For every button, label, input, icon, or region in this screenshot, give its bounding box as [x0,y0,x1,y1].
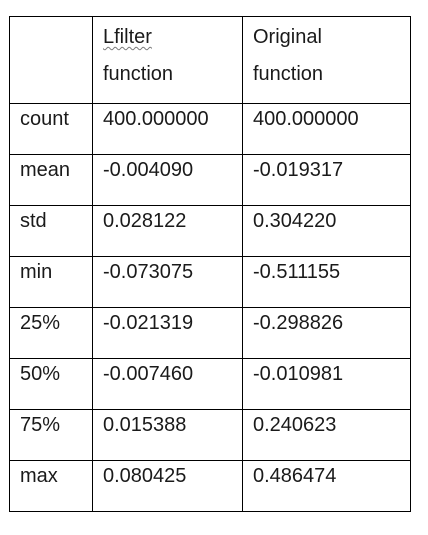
original-value: -0.511155 [243,257,411,308]
statistics-table: Lfilter function Original function count… [9,16,411,512]
lfilter-value: 0.080425 [93,461,243,512]
original-value: -0.019317 [243,155,411,206]
original-value: -0.010981 [243,359,411,410]
header-original-line2: function [253,56,410,93]
header-original-line1: Original [253,19,410,56]
table-row-25pct: 25% -0.021319 -0.298826 [10,308,411,359]
row-label: mean [10,155,93,206]
original-value: 0.304220 [243,206,411,257]
row-label: 50% [10,359,93,410]
row-label: min [10,257,93,308]
table-row-75pct: 75% 0.015388 0.240623 [10,410,411,461]
row-label: 25% [10,308,93,359]
lfilter-value: 400.000000 [93,104,243,155]
table-row-min: min -0.073075 -0.511155 [10,257,411,308]
original-value: -0.298826 [243,308,411,359]
original-value: 400.000000 [243,104,411,155]
original-value: 0.240623 [243,410,411,461]
table-row-50pct: 50% -0.007460 -0.010981 [10,359,411,410]
table-row-std: std 0.028122 0.304220 [10,206,411,257]
lfilter-value: 0.015388 [93,410,243,461]
header-lfilter-function: Lfilter function [93,17,243,104]
header-original-function: Original function [243,17,411,104]
table-header-row: Lfilter function Original function [10,17,411,104]
row-label: max [10,461,93,512]
row-label: std [10,206,93,257]
header-lfilter-line2: function [103,56,242,93]
lfilter-value: -0.004090 [93,155,243,206]
lfilter-value: 0.028122 [93,206,243,257]
lfilter-value: -0.007460 [93,359,243,410]
lfilter-value: -0.073075 [93,257,243,308]
header-lfilter-line1: Lfilter [103,26,152,48]
table-row-max: max 0.080425 0.486474 [10,461,411,512]
table-row-count: count 400.000000 400.000000 [10,104,411,155]
row-label: 75% [10,410,93,461]
corner-cell [10,17,93,104]
original-value: 0.486474 [243,461,411,512]
lfilter-value: -0.021319 [93,308,243,359]
row-label: count [10,104,93,155]
table-row-mean: mean -0.004090 -0.019317 [10,155,411,206]
